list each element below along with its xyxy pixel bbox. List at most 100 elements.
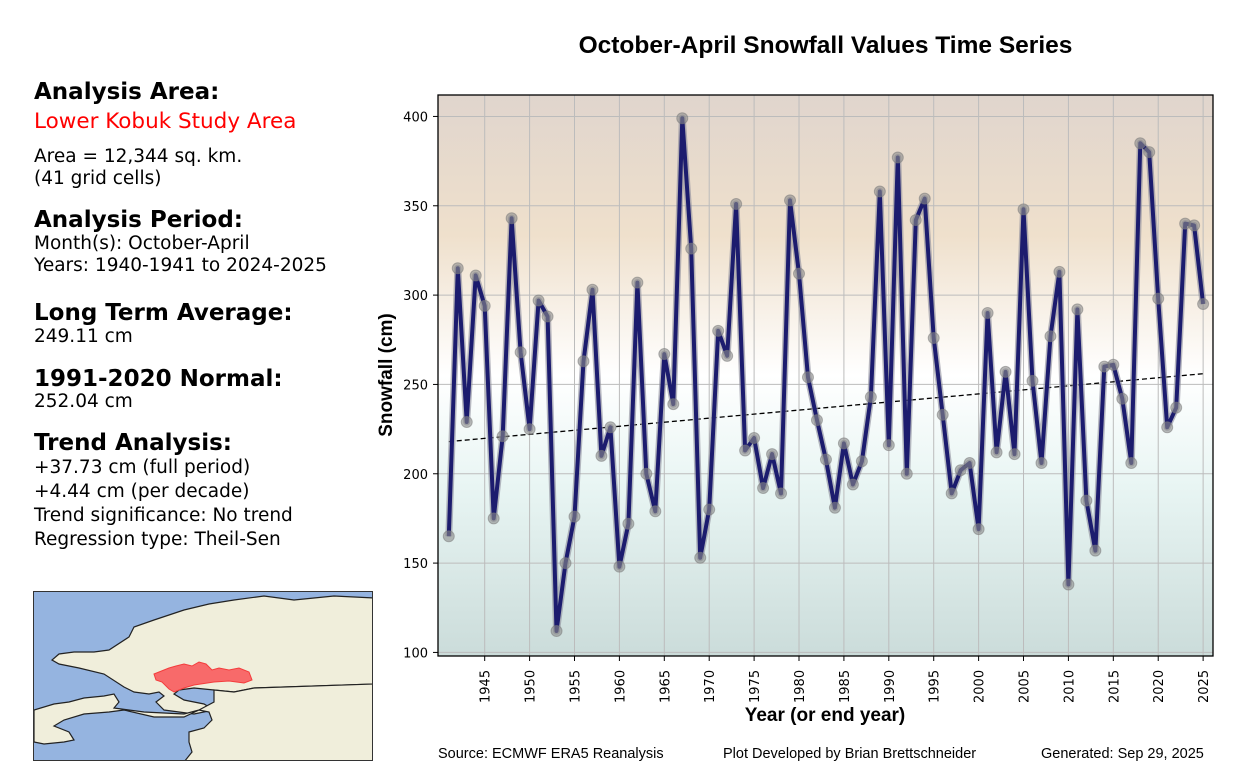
data-point <box>721 349 734 362</box>
data-point <box>685 242 698 255</box>
data-point <box>640 467 653 480</box>
analysis-period-heading: Analysis Period: <box>34 207 243 233</box>
data-point <box>828 501 841 514</box>
data-point <box>595 449 608 462</box>
y-tick-label: 100 <box>403 646 428 661</box>
data-point <box>1197 298 1210 311</box>
normal-value: 252.04 cm <box>34 391 133 412</box>
x-tick-label: 1955 <box>569 670 584 703</box>
years: Years: 1940-1941 to 2024-2025 <box>34 255 327 276</box>
data-point <box>514 346 527 359</box>
axes: 100 150 200 250 300 350 400 1945 1950 1955 1960 196… <box>403 110 1212 703</box>
data-point <box>801 371 814 384</box>
data-point <box>909 214 922 227</box>
x-tick-label: 1960 <box>613 670 628 703</box>
data-point <box>846 478 859 491</box>
trend-significance: Trend significance: No trend <box>34 505 293 526</box>
y-tick-label: 350 <box>403 200 428 215</box>
area-name: Lower Kobuk Study Area <box>34 109 297 134</box>
data-point <box>577 355 590 368</box>
x-tick-label: 1985 <box>838 670 853 703</box>
data-point <box>1143 146 1156 159</box>
data-point <box>757 482 770 495</box>
y-tick-label: 150 <box>403 557 428 572</box>
data-point <box>568 510 581 523</box>
normal-heading: 1991-2020 Normal: <box>34 366 283 392</box>
data-point <box>478 299 491 312</box>
y-tick-label: 400 <box>403 110 428 125</box>
data-point <box>837 437 850 450</box>
grid <box>438 95 1213 656</box>
data-point <box>891 151 904 164</box>
data-point <box>460 415 473 428</box>
x-tick-label: 1945 <box>479 670 494 703</box>
data-point <box>730 197 743 210</box>
developer-note: Plot Developed by Brian Brettschneider <box>723 746 977 762</box>
data-point <box>1044 330 1057 343</box>
x-tick-label: 1975 <box>748 670 763 703</box>
data-point <box>739 444 752 457</box>
grid-cells: (41 grid cells) <box>34 168 162 189</box>
x-tick-label: 2000 <box>973 670 988 703</box>
data-point <box>613 560 626 573</box>
data-point <box>900 467 913 480</box>
y-axis-label: Snowfall (cm) <box>376 313 397 437</box>
data-point <box>442 530 455 543</box>
chart-title: October-April Snowfall Values Time Serie… <box>578 32 1073 59</box>
data-point <box>873 185 886 198</box>
data-point <box>541 310 554 323</box>
data-point <box>1017 203 1030 216</box>
plot-frame <box>437 94 1214 657</box>
data-point <box>748 432 761 445</box>
data-point <box>622 517 635 530</box>
data-point <box>712 324 725 337</box>
data-point <box>766 448 779 461</box>
x-tick-label: 1970 <box>703 670 718 703</box>
x-tick-label: 2010 <box>1062 670 1077 703</box>
x-tick-label: 1995 <box>928 670 943 703</box>
data-point <box>963 457 976 470</box>
x-tick-label: 1965 <box>658 670 673 703</box>
data-point <box>972 523 985 536</box>
data-point <box>945 487 958 500</box>
data-point <box>604 421 617 434</box>
data-point <box>981 306 994 319</box>
data-point <box>1035 457 1048 470</box>
data-point <box>1161 421 1174 434</box>
long-term-average-heading: Long Term Average: <box>34 300 293 326</box>
data-point <box>990 446 1003 459</box>
data-point <box>487 512 500 525</box>
data-point <box>649 505 662 518</box>
data-point <box>667 398 680 411</box>
x-tick-label: 2025 <box>1197 670 1212 703</box>
data-point <box>936 408 949 421</box>
y-tick-label: 200 <box>403 468 428 483</box>
study-area-map <box>33 591 373 761</box>
data-point <box>1026 374 1039 387</box>
y-tick-label: 300 <box>403 289 428 304</box>
data-point <box>1071 303 1084 316</box>
data-point <box>1170 401 1183 414</box>
trend-line <box>448 373 1204 443</box>
data-point <box>496 430 509 443</box>
data-point <box>775 487 788 500</box>
trend-heading: Trend Analysis: <box>34 430 232 456</box>
map-land-south <box>34 683 372 760</box>
data-point <box>676 112 689 125</box>
data-point <box>631 276 644 289</box>
data-point <box>918 192 931 205</box>
data-point <box>927 331 940 344</box>
trend-full-period: +37.73 cm (full period) <box>34 457 251 478</box>
data-point <box>451 262 464 275</box>
data-point <box>855 455 868 468</box>
x-axis-label: Year (or end year) <box>745 705 906 726</box>
x-tick-label: 1990 <box>883 670 898 703</box>
data-point <box>658 348 671 361</box>
data-point <box>1053 265 1066 278</box>
data-point <box>694 551 707 564</box>
data-point <box>1107 358 1120 371</box>
data-point <box>864 390 877 403</box>
data-point <box>550 624 563 637</box>
data-point <box>954 464 967 477</box>
